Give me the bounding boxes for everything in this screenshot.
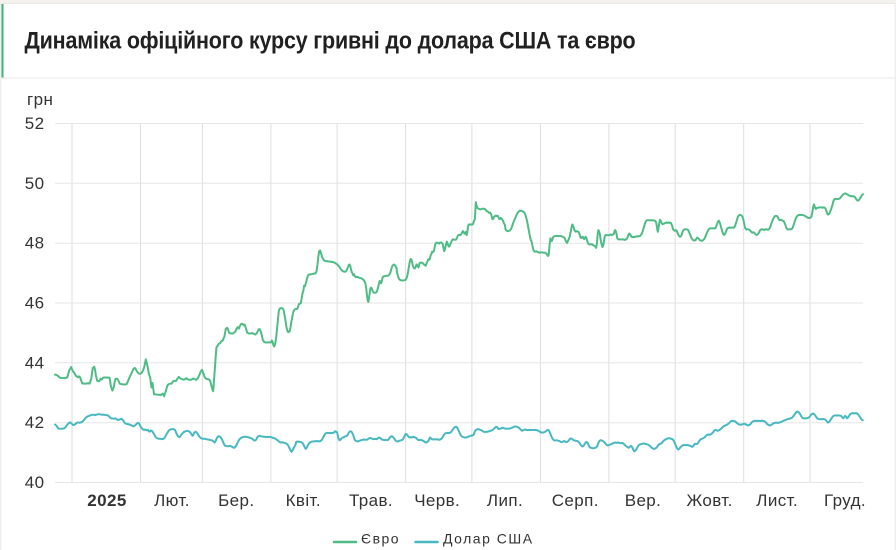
svg-text:Вер.: Вер. bbox=[625, 491, 662, 510]
svg-text:Лист.: Лист. bbox=[756, 491, 798, 510]
svg-text:грн: грн bbox=[27, 90, 53, 109]
svg-text:Квіт.: Квіт. bbox=[286, 491, 321, 510]
svg-text:Жовт.: Жовт. bbox=[686, 491, 732, 510]
svg-text:46: 46 bbox=[25, 294, 45, 313]
svg-text:2025: 2025 bbox=[87, 491, 126, 510]
svg-text:Лют.: Лют. bbox=[154, 491, 190, 510]
svg-text:42: 42 bbox=[25, 413, 45, 432]
svg-text:Долар США: Долар США bbox=[443, 531, 534, 547]
svg-text:Трав.: Трав. bbox=[349, 491, 393, 510]
svg-text:48: 48 bbox=[25, 234, 45, 253]
svg-text:Груд.: Груд. bbox=[824, 491, 866, 510]
svg-text:Лип.: Лип. bbox=[487, 491, 523, 510]
svg-text:Бер.: Бер. bbox=[218, 491, 254, 510]
svg-text:Серп.: Серп. bbox=[552, 491, 599, 510]
svg-text:44: 44 bbox=[25, 353, 45, 372]
svg-text:40: 40 bbox=[25, 473, 45, 492]
svg-text:Динаміка офіційного курсу грив: Динаміка офіційного курсу гривні до дола… bbox=[25, 28, 636, 55]
svg-text:Євро: Євро bbox=[361, 531, 400, 547]
svg-text:52: 52 bbox=[25, 114, 45, 133]
svg-text:50: 50 bbox=[25, 174, 45, 193]
svg-text:Черв.: Черв. bbox=[414, 491, 460, 510]
